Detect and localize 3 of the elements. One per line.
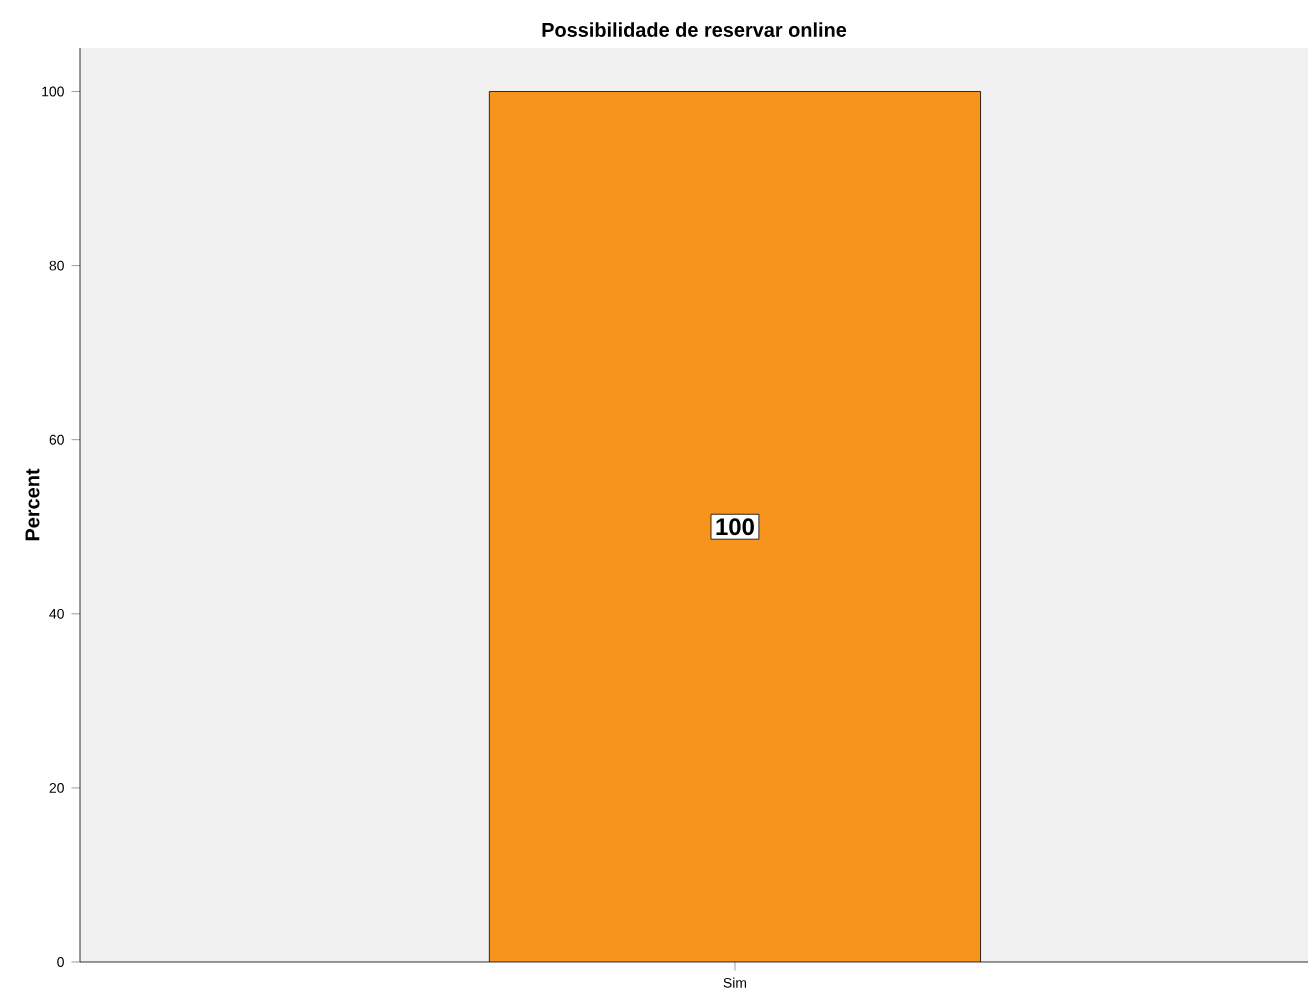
chart-title: Possibilidade de reservar online xyxy=(542,22,847,37)
data-label: 100 xyxy=(716,518,754,536)
y-axis-title: Percent xyxy=(25,468,40,541)
